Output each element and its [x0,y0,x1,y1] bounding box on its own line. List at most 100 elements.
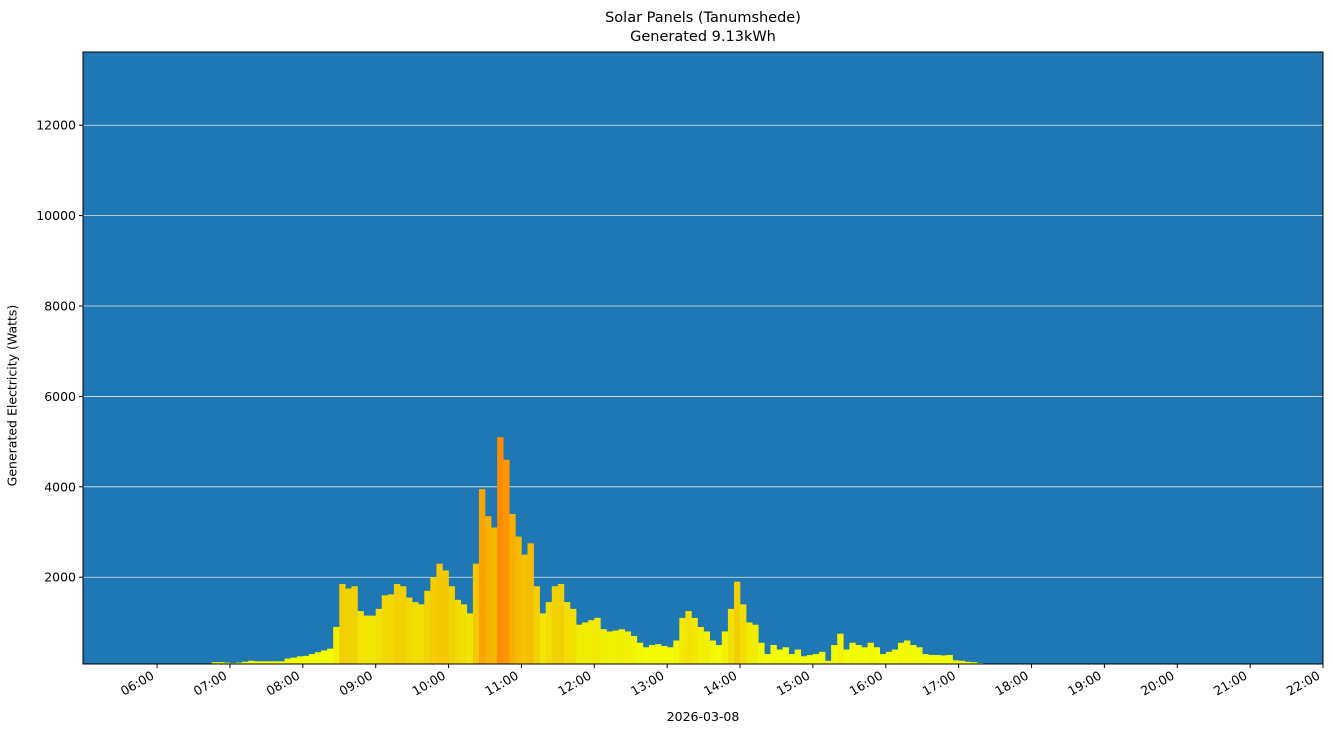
data-bar [266,661,273,664]
data-bar [448,586,455,664]
data-bar [916,647,923,664]
data-bar [740,604,747,664]
plot-area [83,52,1323,664]
data-bar [521,554,528,664]
data-bar [867,642,874,664]
x-tick-label: 20:00 [1138,668,1177,699]
data-bar [406,597,413,664]
chart-subtitle: Generated 9.13kWh [630,29,776,45]
x-tick-label: 08:00 [264,668,303,699]
x-axis-ticks: 06:00 07:00 08:00 09:00 10:00 11:00 12:00 13:00… [118,664,1324,699]
data-bar [412,602,419,664]
plot-frame [82,51,1324,665]
data-bar [922,654,929,664]
data-bar [211,662,219,664]
data-bar [527,543,534,664]
data-bar [472,563,480,664]
data-bar [636,642,644,664]
x-tick-label: 06:00 [118,668,157,699]
data-bar [655,644,662,664]
data-bar [509,513,516,664]
data-bar [236,662,243,664]
data-bar [970,662,978,664]
data-bar [369,615,376,664]
data-bar [758,642,765,664]
data-bar [576,624,583,664]
data-bar [321,650,328,664]
data-bar [217,662,225,664]
x-tick-label: 07:00 [191,668,230,699]
data-bar [849,642,856,664]
data-bar [399,586,407,664]
x-tick-label: 14:00 [701,668,740,699]
data-bar [387,594,395,664]
data-bar [928,654,935,664]
data-bar [454,599,462,664]
y-axis-label: Generated Electricity (Watts) [4,304,20,487]
x-tick-label: 09:00 [336,668,375,699]
x-tick-label: 12:00 [555,668,594,699]
data-bar [733,581,741,664]
data-bar [661,645,668,664]
data-bar [339,583,346,664]
data-bar [442,570,449,664]
data-bar [624,631,632,664]
x-tick-label: 16:00 [847,668,886,699]
data-bar [582,622,589,664]
data-bar [794,649,802,664]
data-bar [588,620,595,664]
x-tick-label: 11:00 [482,668,521,699]
data-bar [715,645,723,664]
data-bar [248,660,255,664]
data-bar [818,651,826,664]
data-bar [284,658,291,664]
data-bar [272,661,279,664]
data-bar [746,622,753,664]
data-bar [557,583,565,664]
data-bar [436,563,443,664]
data-bar [673,640,680,664]
data-bar [563,602,571,664]
data-bar [788,654,795,664]
data-bar [600,629,607,664]
data-bar [776,649,783,664]
data-bar [946,654,953,664]
data-bar [831,645,838,664]
data-bar [752,624,759,664]
data-bar [551,586,559,664]
data-bar [278,661,285,664]
data-bar [861,647,868,664]
x-tick-label: 17:00 [919,668,958,699]
data-bar [539,613,547,664]
y-axis-ticks: 2000 4000 6000 8000 10000 12000 [36,118,83,585]
x-tick-label: 10:00 [409,668,448,699]
data-bar [327,648,334,664]
data-bar [351,586,358,664]
y-tick-label: 6000 [44,389,76,404]
data-bar [594,617,601,664]
data-bar [697,626,704,664]
data-bar [879,654,887,664]
data-bar [837,633,844,664]
data-bar [764,654,771,664]
data-bar [843,649,850,664]
data-bar [964,661,972,664]
data-bar [679,617,686,664]
data-bar [806,654,814,664]
data-bar [424,590,431,664]
chart-title: Solar Panels (Tanumshede) [605,10,801,26]
data-bar [515,536,522,664]
data-bars [211,437,984,664]
data-bar [952,660,959,664]
x-tick-label: 15:00 [774,668,813,699]
data-bar [345,588,352,664]
data-bar [873,647,881,664]
data-bar [885,651,893,664]
data-bar [825,660,832,664]
y-tick-label: 12000 [36,118,76,133]
data-bar [503,459,510,664]
data-bar [934,654,941,664]
data-bar [630,635,638,664]
y-tick-label: 10000 [36,208,76,223]
